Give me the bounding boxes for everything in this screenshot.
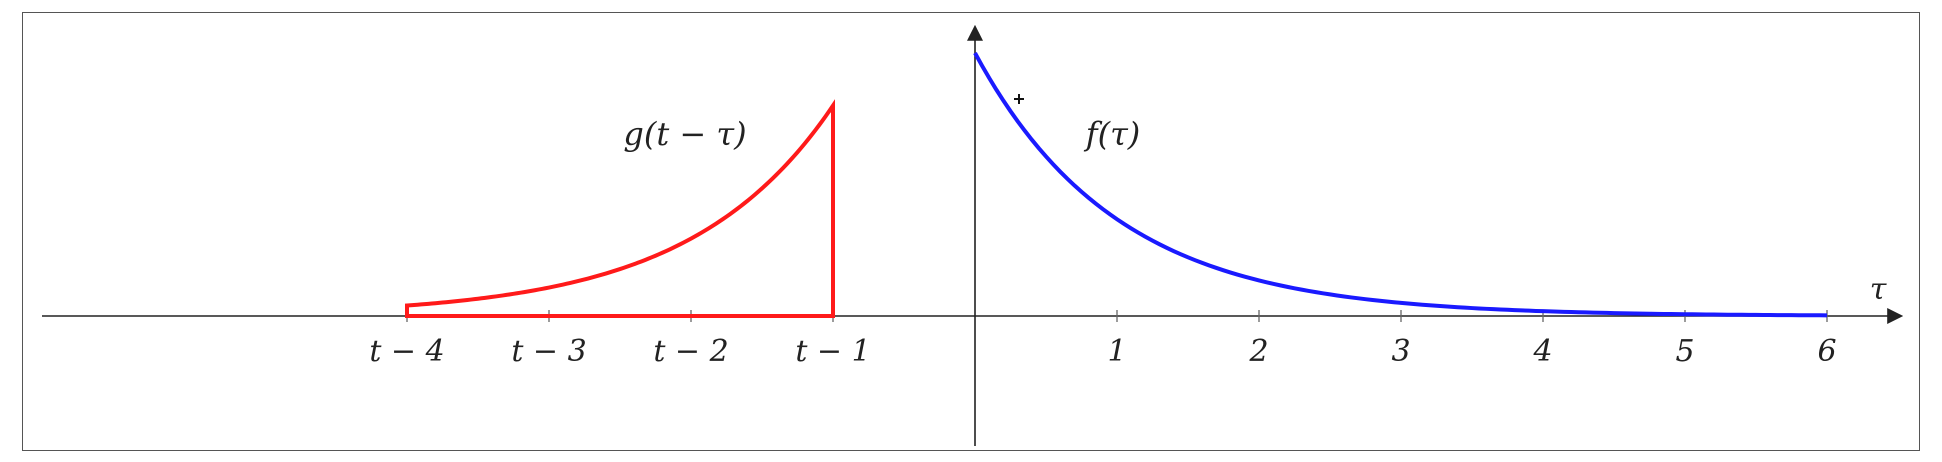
x-tick-label: t − 2 <box>653 334 728 369</box>
x-tick-label: t − 1 <box>795 334 870 369</box>
chart-frame <box>22 12 1920 451</box>
x-tick-label: 2 <box>1248 334 1268 369</box>
f-tau-label: f(τ) <box>1084 115 1141 153</box>
x-tick-label: 6 <box>1817 334 1836 369</box>
x-axis-label: τ <box>1870 272 1887 307</box>
x-tick-label: 1 <box>1107 334 1126 369</box>
x-tick-label: 4 <box>1532 334 1552 369</box>
g-t-minus-tau-label: g(t − τ) <box>623 115 746 153</box>
x-tick-label: 5 <box>1675 334 1694 369</box>
series-g-outline <box>405 99 835 318</box>
x-tick-label: t − 3 <box>511 334 586 369</box>
x-tick-label: t − 4 <box>369 334 444 369</box>
series-f-line <box>973 52 1828 318</box>
x-tick-label: 3 <box>1391 334 1410 369</box>
